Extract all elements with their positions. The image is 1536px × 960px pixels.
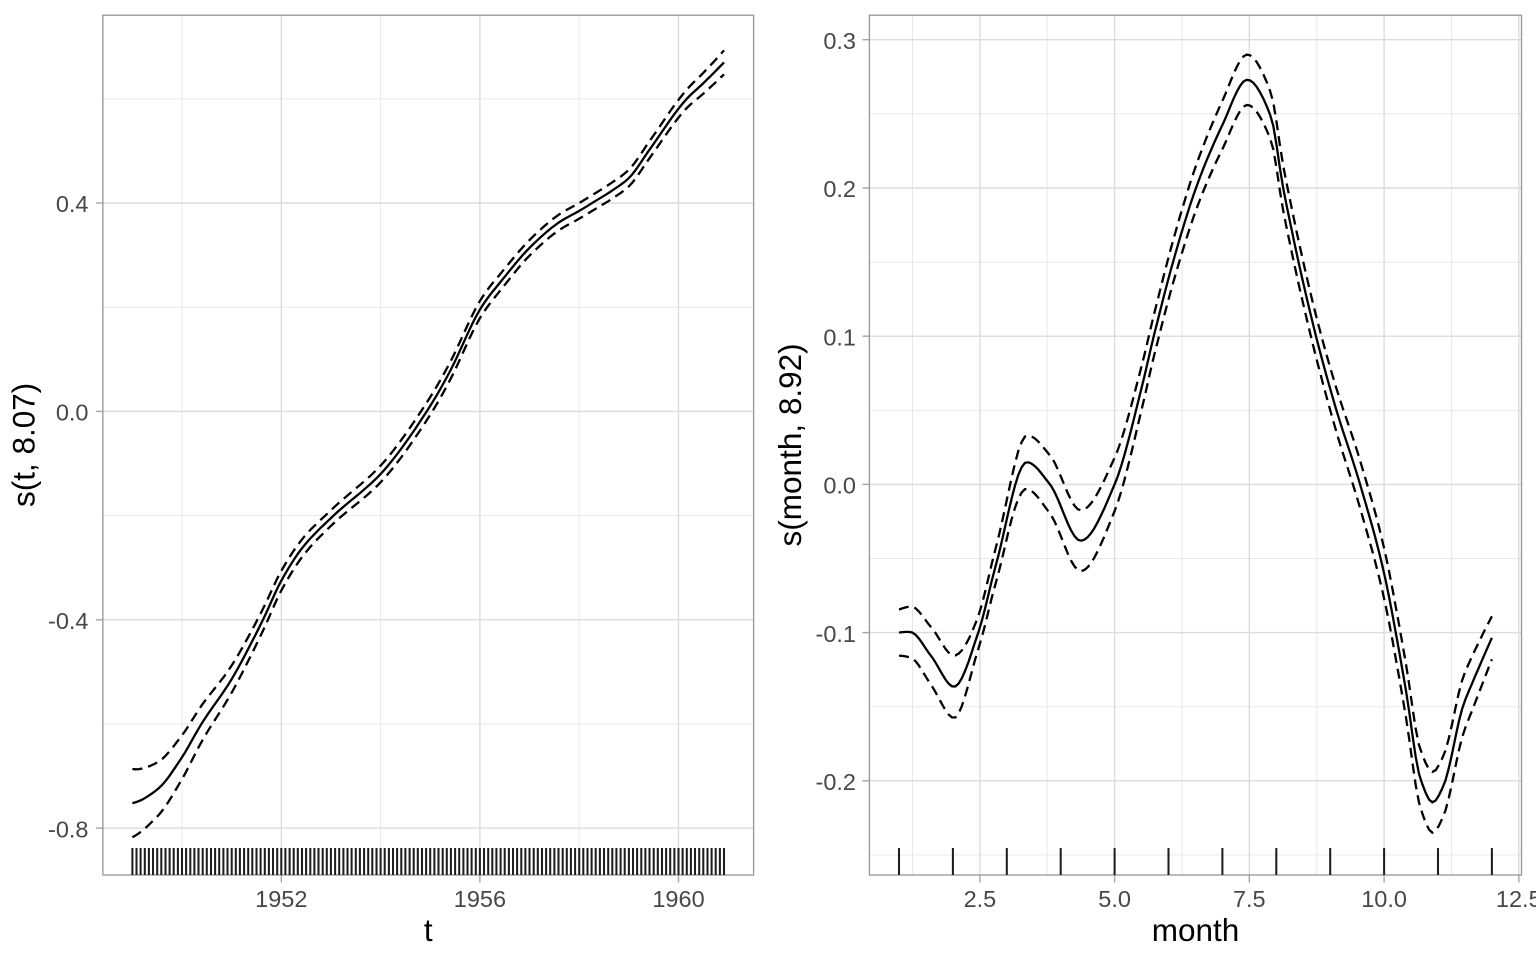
svg-text:0.4: 0.4 <box>56 191 89 217</box>
svg-text:1952: 1952 <box>255 886 307 912</box>
svg-text:5.0: 5.0 <box>1098 886 1131 912</box>
svg-text:10.0: 10.0 <box>1361 886 1407 912</box>
svg-text:0.0: 0.0 <box>823 473 856 499</box>
svg-text:0.1: 0.1 <box>823 324 856 350</box>
svg-text:2.5: 2.5 <box>964 886 997 912</box>
svg-text:-0.4: -0.4 <box>48 608 89 634</box>
svg-text:-0.1: -0.1 <box>816 621 857 647</box>
svg-text:1960: 1960 <box>652 886 704 912</box>
svg-text:t: t <box>424 912 433 948</box>
svg-text:1956: 1956 <box>454 886 506 912</box>
svg-text:12.5: 12.5 <box>1496 886 1536 912</box>
svg-text:-0.2: -0.2 <box>816 769 857 795</box>
svg-text:7.5: 7.5 <box>1233 886 1266 912</box>
svg-text:0.2: 0.2 <box>823 176 856 202</box>
svg-text:month: month <box>1152 912 1240 948</box>
svg-text:s(t, 8.07): s(t, 8.07) <box>5 383 41 507</box>
svg-text:0.3: 0.3 <box>823 28 856 54</box>
svg-text:0.0: 0.0 <box>56 400 89 426</box>
svg-text:-0.8: -0.8 <box>48 816 89 842</box>
svg-text:s(month, 8.92): s(month, 8.92) <box>772 343 808 546</box>
